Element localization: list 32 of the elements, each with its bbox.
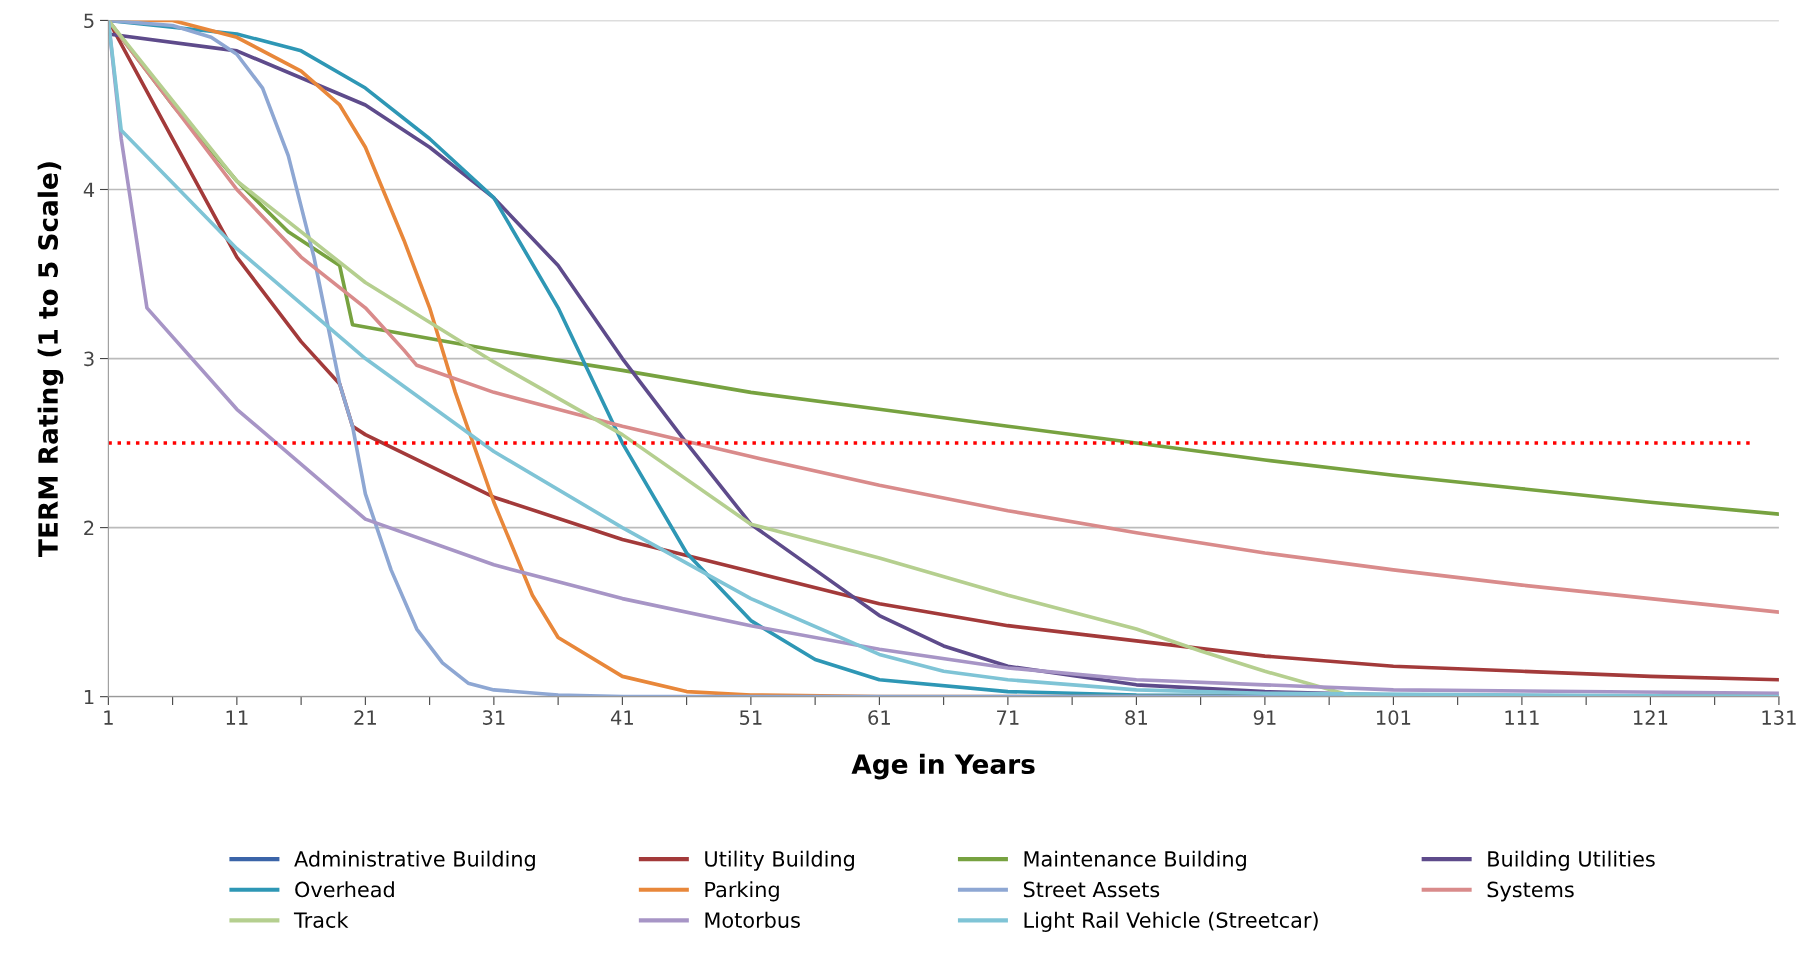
legend-label: Administrative Building	[294, 850, 535, 871]
x-tick-label: 41	[610, 710, 633, 725]
x-tick-label: 21	[354, 710, 376, 725]
x-tick-label: 61	[868, 710, 890, 725]
legend-label: Track	[293, 911, 349, 928]
legend-label: Overhead	[295, 881, 394, 898]
x-tick-label: 111	[1505, 710, 1539, 725]
y-tick-label: 4	[83, 182, 95, 197]
x-tick-label: 71	[997, 710, 1019, 725]
x-tick-label: 31	[482, 710, 505, 725]
legend-label: Light Rail Vehicle (Streetcar)	[1024, 911, 1318, 932]
x-tick-label: 131	[1762, 710, 1796, 725]
x-tick-label: 1	[104, 710, 113, 725]
x-tick-label: 101	[1376, 710, 1411, 725]
x-tick-label: 81	[1125, 710, 1147, 725]
legend-label: Systems	[1487, 881, 1574, 902]
legend-label: Maintenance Building	[1024, 850, 1246, 871]
legend-label: Utility Building	[705, 850, 854, 871]
y-tick-label: 5	[84, 13, 94, 29]
x-tick-label: 11	[226, 710, 248, 725]
y-tick-label: 2	[84, 520, 94, 535]
x-axis-title: Age in Years	[851, 753, 1035, 780]
legend-label: Parking	[705, 881, 779, 902]
legend-label: Motorbus	[705, 911, 800, 928]
x-tick-label: 91	[1253, 710, 1276, 725]
x-tick-label: 51	[740, 710, 762, 725]
y-tick-label: 3	[84, 351, 94, 367]
legend-label: Building Utilities	[1488, 850, 1655, 871]
y-tick-label: 1	[84, 689, 94, 705]
x-tick-label: 121	[1633, 710, 1668, 725]
legend-label: Street Assets	[1023, 881, 1160, 898]
y-axis-title: TERM Rating (1 to 5 Scale)	[37, 162, 64, 557]
